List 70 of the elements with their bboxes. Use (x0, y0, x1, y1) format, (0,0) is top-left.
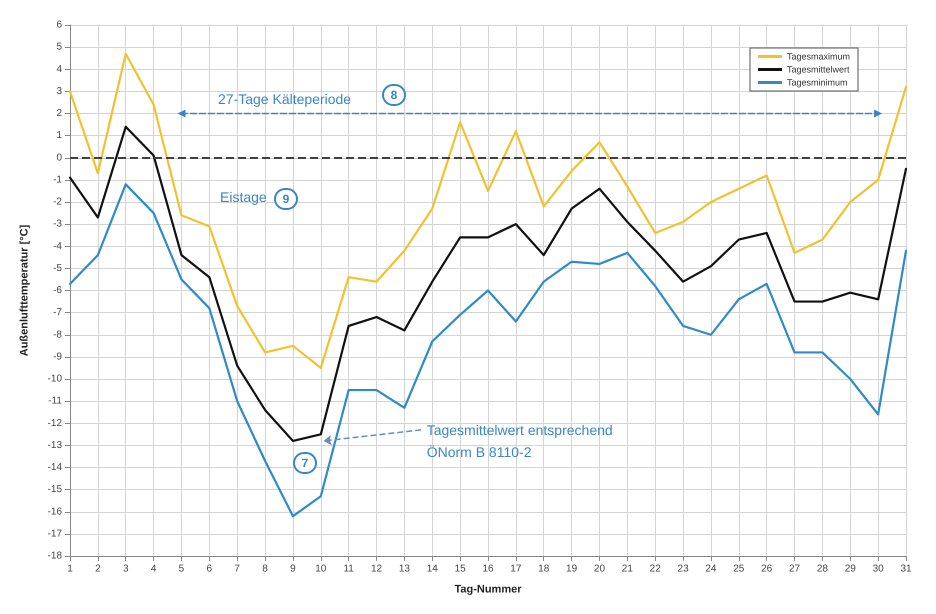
x-tick-label: 12 (370, 564, 383, 574)
y-tick-label: 5 (56, 42, 62, 53)
y-tick-label: -15 (48, 484, 62, 496)
x-tick-label: 9 (290, 564, 296, 574)
x-tick-label: 28 (816, 564, 828, 574)
x-tick-label: 22 (650, 564, 662, 574)
x-tick-label: 7 (234, 564, 240, 574)
legend-label: Tagesmittelwert (786, 64, 850, 74)
x-tick-label: 16 (482, 564, 494, 574)
x-tick-label: 29 (844, 564, 856, 574)
legend-label: Tagesmaximum (786, 52, 850, 62)
y-tick-label: -11 (48, 396, 62, 407)
y-tick-label: -18 (48, 550, 62, 562)
x-tick-label: 19 (566, 564, 578, 574)
x-tick-label: 18 (538, 564, 550, 574)
x-tick-label: 3 (122, 564, 129, 574)
y-tick-label: -8 (53, 329, 62, 340)
y-tick-label: 0 (56, 152, 62, 164)
x-tick-label: 6 (206, 564, 213, 574)
y-tick-label: -12 (48, 418, 62, 429)
x-tick-label: 2 (95, 564, 102, 574)
line-series (68, 126, 908, 442)
y-tick-label: -17 (48, 528, 62, 540)
x-tick-label: 27 (788, 564, 801, 574)
y-axis-title: Außenlufttemperatur [°C] (18, 224, 30, 356)
x-tick-label: 24 (705, 564, 717, 574)
annotation: 8 (390, 88, 398, 102)
annotation: 9 (282, 192, 290, 206)
annotation: 27-Tage Kälteperiode (218, 91, 352, 107)
y-tick-label: -9 (53, 351, 62, 362)
x-tick-label: 15 (454, 564, 466, 574)
x-tick-label: 5 (178, 564, 185, 574)
annotation: Tagesmittelwert entsprechend ÖNorm B 8110-2 (426, 422, 613, 460)
line-series (68, 52, 908, 370)
y-tick-label: 2 (56, 108, 62, 119)
x-tick-label: 1 (67, 564, 74, 574)
y-tick-label: -14 (48, 462, 62, 473)
x-tick-label: 17 (510, 564, 522, 574)
y-tick-label: -2 (53, 196, 62, 208)
x-tick-label: 23 (678, 564, 690, 574)
x-tick-label: 30 (872, 564, 884, 574)
x-tick-label: 8 (262, 564, 268, 574)
y-tick-label: -6 (53, 285, 62, 296)
y-tick-label: 6 (56, 20, 62, 30)
y-tick-label: 3 (56, 86, 62, 97)
y-tick-label: -5 (53, 262, 62, 274)
y-tick-label: -10 (48, 374, 62, 384)
line-series (68, 183, 908, 518)
x-tick-label: 26 (761, 564, 773, 574)
x-tick-label: 21 (622, 564, 634, 574)
x-tick-label: 31 (900, 564, 912, 574)
x-tick-label: 14 (426, 564, 438, 574)
x-tick-label: 4 (150, 564, 157, 574)
annotation: Eistage (220, 189, 267, 205)
y-tick-label: -4 (53, 240, 62, 252)
x-axis-title: Tag-Nummer (454, 584, 522, 596)
y-tick-label: 4 (56, 64, 62, 75)
x-tick-label: 25 (733, 564, 745, 574)
x-tick-label: 11 (343, 564, 354, 574)
y-tick-label: -13 (48, 440, 62, 451)
y-tick-label: -1 (53, 174, 62, 186)
legend-label: Tagesminimum (786, 78, 848, 88)
x-tick-label: 20 (594, 564, 606, 574)
y-tick-label: -3 (53, 218, 62, 230)
y-tick-label: -16 (48, 506, 62, 518)
y-tick-label: -7 (53, 307, 62, 318)
x-tick-label: 10 (315, 564, 327, 574)
y-tick-label: 1 (56, 130, 62, 142)
x-tick-label: 13 (398, 564, 410, 574)
annotation: 7 (302, 456, 309, 470)
